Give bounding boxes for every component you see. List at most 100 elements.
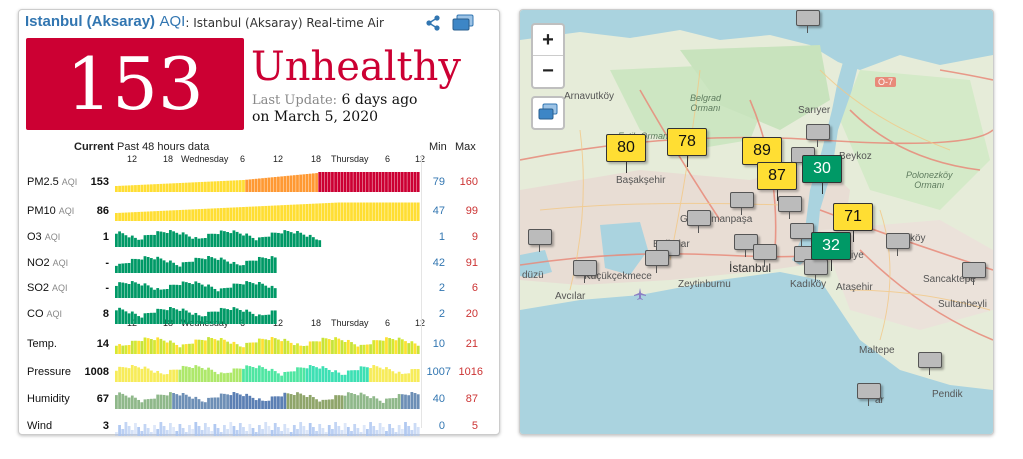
- station-marker-nodata[interactable]: [528, 229, 552, 252]
- history-bar: [203, 423, 207, 436]
- station-marker-nodata[interactable]: [796, 10, 820, 33]
- history-bar: [343, 341, 347, 354]
- history-bar: [121, 345, 125, 354]
- history-bar: [207, 208, 210, 221]
- place-belgrad-forest: Belgrad Ormanı: [690, 93, 722, 113]
- history-bar: [327, 172, 331, 192]
- history-bar: [130, 185, 134, 192]
- history-bar: [118, 425, 121, 436]
- station-marker-nodata[interactable]: [687, 210, 711, 233]
- station-marker-nodata[interactable]: [962, 262, 986, 285]
- history-bar: [162, 183, 166, 192]
- station-marker-nodata[interactable]: [645, 250, 669, 273]
- col-current-header: Current: [74, 141, 114, 153]
- history-bar: [394, 340, 398, 354]
- history-bar: [118, 282, 121, 298]
- unit-label: AQI: [58, 206, 75, 216]
- history-bar: [350, 431, 353, 436]
- station-marker-87[interactable]: 87: [757, 162, 797, 201]
- station-marker-nodata[interactable]: [573, 260, 597, 283]
- station-marker-78[interactable]: 78: [667, 128, 707, 167]
- station-marker-32[interactable]: 32: [811, 232, 851, 271]
- station-marker-71[interactable]: 71: [833, 203, 873, 242]
- station-marker-nodata[interactable]: [918, 352, 942, 375]
- station-marker-80[interactable]: 80: [606, 134, 646, 173]
- aqi-link[interactable]: AQI: [159, 13, 186, 30]
- history-bar: [413, 343, 417, 354]
- history-bar: [134, 185, 137, 192]
- history-sparkline[interactable]: [115, 274, 420, 298]
- history-bar: [400, 373, 404, 382]
- history-sparkline[interactable]: [115, 249, 420, 273]
- history-bar: [210, 311, 214, 324]
- history-bar: [143, 184, 147, 192]
- history-bar: [146, 313, 150, 324]
- history-bar: [178, 266, 182, 273]
- history-sparkline[interactable]: [115, 300, 420, 324]
- history-bar: [162, 394, 166, 409]
- history-bar: [140, 341, 144, 354]
- layers-icon[interactable]: [451, 13, 475, 33]
- history-sparkline[interactable]: [115, 412, 420, 436]
- history-bar: [238, 346, 242, 354]
- history-bar: [327, 425, 331, 436]
- history-bar: [207, 181, 210, 192]
- history-bar: [238, 180, 242, 192]
- station-marker-nodata[interactable]: [753, 244, 777, 267]
- data-row: Pressure 1008 1007 1016: [19, 358, 499, 382]
- history-bar: [277, 205, 280, 221]
- history-bar: [318, 401, 322, 409]
- station-marker-nodata[interactable]: [806, 124, 830, 147]
- data-row: SO2 AQI - 2 6: [19, 274, 499, 298]
- history-bar: [302, 204, 306, 221]
- station-marker-nodata[interactable]: [730, 192, 754, 215]
- history-sparkline[interactable]: [115, 168, 420, 192]
- history-bar: [289, 371, 293, 382]
- place-partial-koy: köy: [910, 233, 926, 244]
- history-bar: [334, 370, 337, 382]
- history-bar: [137, 239, 141, 247]
- history-bar: [346, 392, 350, 409]
- history-bar: [261, 257, 264, 273]
- history-bar: [235, 180, 239, 192]
- history-bar: [267, 314, 271, 324]
- zoom-out-button[interactable]: −: [533, 55, 563, 86]
- history-bar: [369, 422, 372, 436]
- history-bar: [219, 432, 223, 436]
- history-bar: [219, 181, 223, 192]
- station-marker-89[interactable]: 89: [742, 137, 782, 176]
- history-sparkline[interactable]: [115, 330, 420, 354]
- station-marker-30[interactable]: 30: [802, 155, 842, 194]
- history-bar: [245, 342, 249, 354]
- history-bar: [162, 210, 166, 221]
- history-bar: [254, 342, 258, 354]
- history-bar: [213, 424, 217, 436]
- history-sparkline[interactable]: [115, 385, 420, 409]
- station-marker-nodata[interactable]: [804, 259, 828, 282]
- map-panel[interactable]: Arnavutköy Belgrad Ormanı Fatih Ormanı S…: [519, 9, 994, 435]
- history-bar: [397, 371, 401, 382]
- history-sparkline[interactable]: [115, 223, 420, 247]
- zoom-in-button[interactable]: +: [542, 29, 554, 51]
- station-marker-nodata[interactable]: [734, 234, 758, 257]
- history-bar: [273, 396, 277, 409]
- city-link[interactable]: Istanbul (Aksaray): [25, 13, 156, 30]
- station-marker-nodata[interactable]: [857, 383, 881, 406]
- map-layers-button[interactable]: [531, 96, 565, 130]
- station-marker-nodata[interactable]: [790, 223, 814, 246]
- history-bar: [207, 337, 210, 354]
- station-marker-nodata[interactable]: [778, 196, 802, 219]
- history-bar: [404, 422, 407, 436]
- history-sparkline[interactable]: [115, 358, 420, 382]
- history-bar: [140, 402, 144, 409]
- station-marker-nodata[interactable]: [886, 233, 910, 256]
- history-sparkline[interactable]: [115, 197, 420, 221]
- history-bar: [216, 311, 220, 324]
- share-icon[interactable]: [424, 14, 442, 32]
- map-canvas[interactable]: [520, 10, 993, 434]
- history-bar: [359, 172, 363, 192]
- history-bar: [394, 172, 398, 192]
- history-bar: [296, 343, 299, 354]
- history-bar: [169, 423, 172, 436]
- history-bar: [203, 340, 207, 354]
